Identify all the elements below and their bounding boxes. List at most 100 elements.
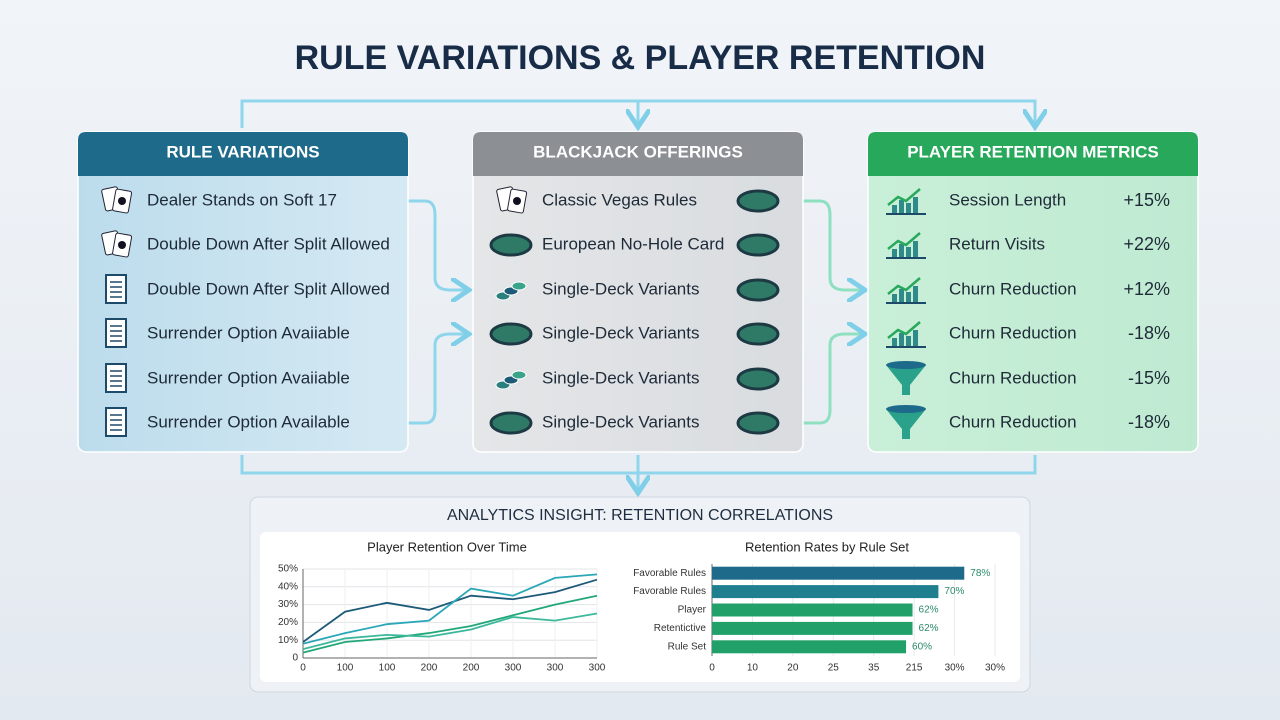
y-tick-label: Favorable Rules xyxy=(633,586,706,597)
series-line xyxy=(302,612,598,650)
x-tick-label: 35 xyxy=(868,663,880,674)
growth-bar xyxy=(899,333,904,346)
panel-header-bg xyxy=(78,132,408,176)
title: RULE VARIATIONS & PLAYER RETENTION xyxy=(295,39,986,77)
x-tick-label: 100 xyxy=(337,663,354,674)
panel-item: Double Down After Split Allowed xyxy=(147,279,390,298)
x-tick-label: 215 xyxy=(906,663,923,674)
doc-icon xyxy=(105,407,127,437)
table-icon xyxy=(489,411,533,435)
x-tick-label: 20 xyxy=(787,663,799,674)
series-line xyxy=(302,578,598,643)
series-line xyxy=(302,573,598,645)
card-pip xyxy=(118,241,126,249)
metric-value: +22% xyxy=(1123,234,1170,254)
metric-value: -15% xyxy=(1128,368,1170,388)
connectors xyxy=(240,99,1035,490)
panel-header: BLACKJACK OFFERINGS xyxy=(533,142,743,161)
panel-item: Return Visits xyxy=(949,234,1045,253)
y-tick-label: 50% xyxy=(278,564,298,575)
panel-item: Classic Vegas Rules xyxy=(542,190,697,209)
value-label: 62% xyxy=(919,605,939,616)
panel-item: Surrender Option Avaiiable xyxy=(147,323,350,342)
bar xyxy=(712,566,965,580)
panel-item: Churn Reduction xyxy=(949,323,1077,342)
value-label: 60% xyxy=(912,641,932,652)
panel-item: Single-Deck Variants xyxy=(542,412,699,431)
panel-item: Session Length xyxy=(949,190,1066,209)
x-tick-label: 25 xyxy=(828,663,840,674)
panel-item: Dealer Stands on Soft 17 xyxy=(147,190,337,209)
doc-icon xyxy=(105,318,127,348)
funnel-icon xyxy=(886,409,926,439)
table-icon xyxy=(736,322,780,346)
chip-icon xyxy=(511,370,527,380)
panel-header: PLAYER RETENTION METRICS xyxy=(907,142,1159,161)
growth-bar xyxy=(913,330,918,346)
panel-item: Surrender Option Avaiiable xyxy=(147,368,350,387)
x-tick-label: 200 xyxy=(463,663,480,674)
y-tick-label: 0 xyxy=(292,653,298,664)
growth-bar xyxy=(892,249,897,257)
panel-item: European No-Hole Card xyxy=(542,234,724,253)
growth-bar xyxy=(906,247,911,257)
growth-bar xyxy=(892,338,897,346)
growth-bar xyxy=(892,205,897,213)
x-tick-label: 0 xyxy=(709,663,715,674)
funnel-icon xyxy=(886,365,926,395)
x-tick-label: 200 xyxy=(421,663,438,674)
y-tick-label: Retentictive xyxy=(654,623,707,634)
panel-item: Single-Deck Variants xyxy=(542,368,699,387)
metric-value: +12% xyxy=(1123,279,1170,299)
growth-bar xyxy=(899,200,904,213)
insight-title: ANALYTICS INSIGHT: RETENTION CORRELATION… xyxy=(447,507,833,524)
series-line xyxy=(302,594,598,654)
metric-value: -18% xyxy=(1128,323,1170,343)
table-icon xyxy=(489,322,533,346)
panel-header-bg xyxy=(868,132,1198,176)
growth-bar xyxy=(913,241,918,257)
metric-value: +15% xyxy=(1123,190,1170,210)
growth-bar xyxy=(906,203,911,213)
growth-bar xyxy=(899,289,904,302)
x-tick-label: 300 xyxy=(589,663,606,674)
growth-line xyxy=(887,232,921,250)
panel-header-bg xyxy=(473,132,803,176)
bar xyxy=(712,585,939,599)
value-label: 70% xyxy=(944,586,964,597)
panel-item: Churn Reduction xyxy=(949,279,1077,298)
growth-line xyxy=(887,277,921,295)
x-tick-label: 0 xyxy=(300,663,306,674)
metric-value: -18% xyxy=(1128,412,1170,432)
panel-item: Churn Reduction xyxy=(949,412,1077,431)
panel-item: Surrender Option Available xyxy=(147,412,350,431)
growth-bar xyxy=(899,244,904,257)
funnel-top xyxy=(886,361,926,369)
bar xyxy=(712,603,913,617)
x-tick-label: 30% xyxy=(945,663,965,674)
growth-line xyxy=(887,188,921,206)
doc-icon xyxy=(105,274,127,304)
growth-bar xyxy=(906,292,911,302)
table-icon xyxy=(736,233,780,257)
table-icon xyxy=(736,278,780,302)
value-label: 62% xyxy=(919,623,939,634)
y-tick-label: Rule Set xyxy=(668,641,707,652)
y-tick-label: 30% xyxy=(278,599,298,610)
doc-icon xyxy=(105,363,127,393)
x-tick-label: 10 xyxy=(747,663,759,674)
panel-item: Single-Deck Variants xyxy=(542,323,699,342)
panel-header: RULE VARIATIONS xyxy=(166,142,319,161)
table-icon xyxy=(736,367,780,391)
chip-icon xyxy=(511,281,527,291)
bar xyxy=(712,621,913,635)
panel-item: Double Down After Split Allowed xyxy=(147,234,390,253)
panel-item: Churn Reduction xyxy=(949,368,1077,387)
x-tick-label: 300 xyxy=(547,663,564,674)
x-tick-label: 100 xyxy=(379,663,396,674)
table-icon xyxy=(489,233,533,257)
chart-title: Retention Rates by Rule Set xyxy=(745,539,909,554)
x-tick-label: 300 xyxy=(505,663,522,674)
growth-bar xyxy=(913,197,918,213)
